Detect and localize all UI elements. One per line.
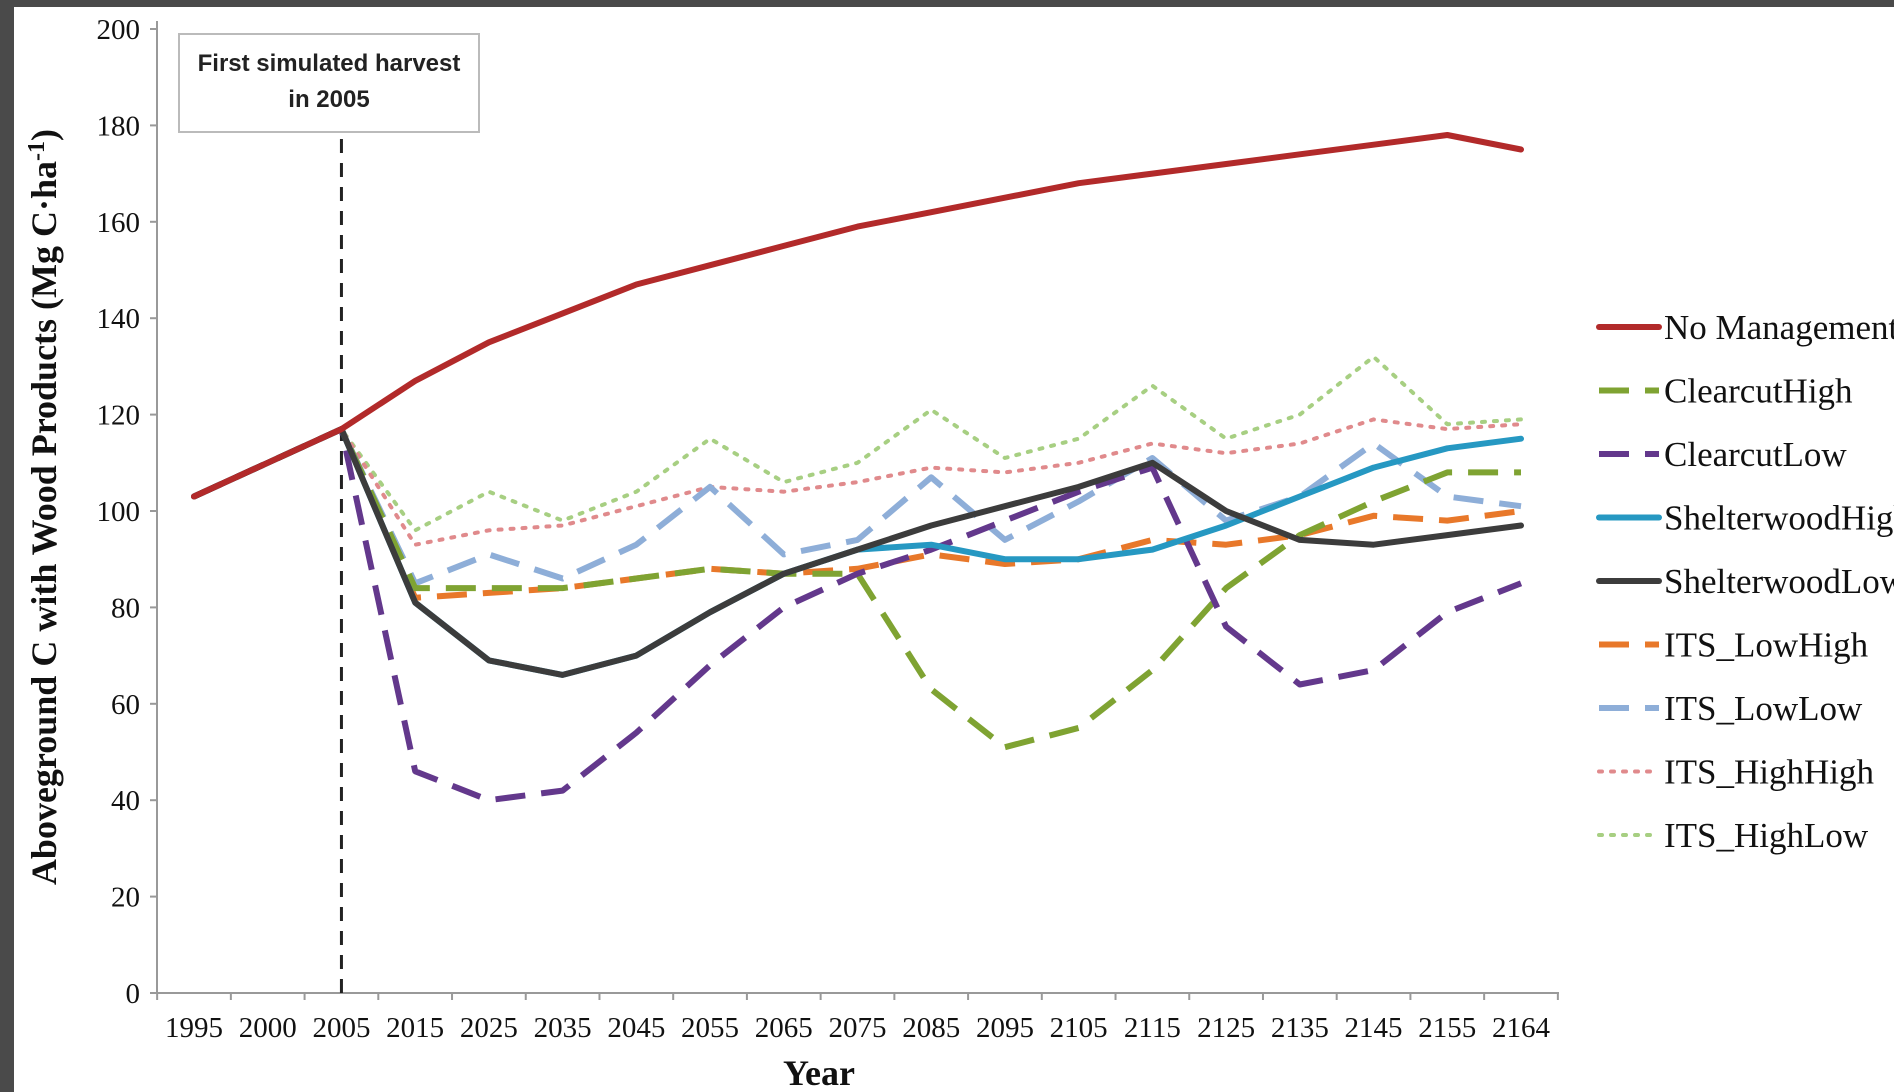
y-tick-label: 100 [97,496,141,528]
legend-label: No Management [1664,308,1894,347]
x-tick-label: 1995 [165,1012,223,1044]
x-axis-title: Year [783,1053,855,1092]
x-tick-label: 2164 [1492,1012,1551,1044]
series-line-no-management [191,132,1524,500]
series-line-clearcutlow [192,426,1523,804]
x-tick-label: 2000 [239,1012,297,1044]
y-tick-label: 180 [97,110,141,142]
legend-label: ClearcutLow [1664,435,1847,474]
series-lines [191,132,1524,804]
axes [156,21,1559,994]
y-axis-title: Aboveground C with Wood Products (Mg C·h… [24,129,64,885]
x-tick-label: 2055 [681,1012,739,1044]
x-tick-label: 2095 [976,1012,1034,1044]
x-ticks: 1995 2000 2005 2015 2025 2035 2045 2055 2065 2075… [156,993,1559,1044]
chart-frame: 0 20 40 60 80 100 120 140 160 180 200 1995 2000 2005… [14,7,1894,1092]
series-line-its-lowlow [192,426,1522,587]
legend-label: ShelterwoodHigh [1664,499,1894,538]
x-tick-label: 2075 [829,1012,887,1044]
annotation-box [178,33,480,133]
x-tick-label: 2045 [607,1012,665,1044]
x-tick-label: 2115 [1124,1012,1181,1044]
y-tick-label: 120 [97,400,141,432]
legend-label: ClearcutHigh [1664,372,1853,411]
x-tick-label: 2105 [1050,1012,1108,1044]
y-tick-label: 140 [97,303,141,335]
series-line-clearcuthigh [192,426,1521,751]
x-tick-label: 2015 [386,1012,444,1044]
y-axis-title-main: Aboveground C with Wood Products (Mg C·h… [24,161,64,885]
legend-label: ITS_LowLow [1664,689,1863,728]
annotation-line-1: First simulated harvest [198,50,461,77]
y-tick-label: 200 [97,14,141,46]
y-tick-label: 40 [111,785,140,817]
x-tick-label: 2085 [902,1012,960,1044]
x-tick-label: 2065 [755,1012,813,1044]
legend-label: ITS_LowHigh [1664,626,1869,665]
y-tick-label: 80 [111,592,140,624]
y-tick-label: 60 [111,689,140,721]
x-tick-label: 2035 [534,1012,592,1044]
series-line-its-highhigh [192,417,1523,547]
legend: No Management ClearcutHigh ClearcutLow Shel… [1596,308,1894,855]
y-axis-title-superscript: -1 [24,141,50,161]
y-tick-label: 0 [126,978,141,1010]
y-tick-label: 160 [97,207,141,239]
series-line-shelterwoodlow [191,426,1524,678]
x-tick-label: 2155 [1418,1012,1476,1044]
legend-label: ITS_HighLow [1664,816,1869,855]
series-line-its-highlow [192,354,1523,533]
legend-label: ShelterwoodLow [1664,562,1894,601]
y-ticks: 0 20 40 60 80 100 120 140 160 180 200 [97,14,157,1010]
x-tick-label: 2145 [1345,1012,1403,1044]
line-chart: 0 20 40 60 80 100 120 140 160 180 200 1995 2000 2005… [24,14,1894,1092]
x-tick-label: 2135 [1271,1012,1329,1044]
x-tick-label: 2005 [312,1012,370,1044]
annotation-line-2: in 2005 [288,86,369,113]
y-axis-title-suffix: ) [24,129,64,141]
legend-label: ITS_HighHigh [1664,753,1875,792]
x-tick-label: 2025 [460,1012,518,1044]
x-tick-label: 2125 [1197,1012,1255,1044]
y-tick-label: 20 [111,882,140,914]
harvest-annotation: First simulated harvest in 2005 [178,33,480,993]
